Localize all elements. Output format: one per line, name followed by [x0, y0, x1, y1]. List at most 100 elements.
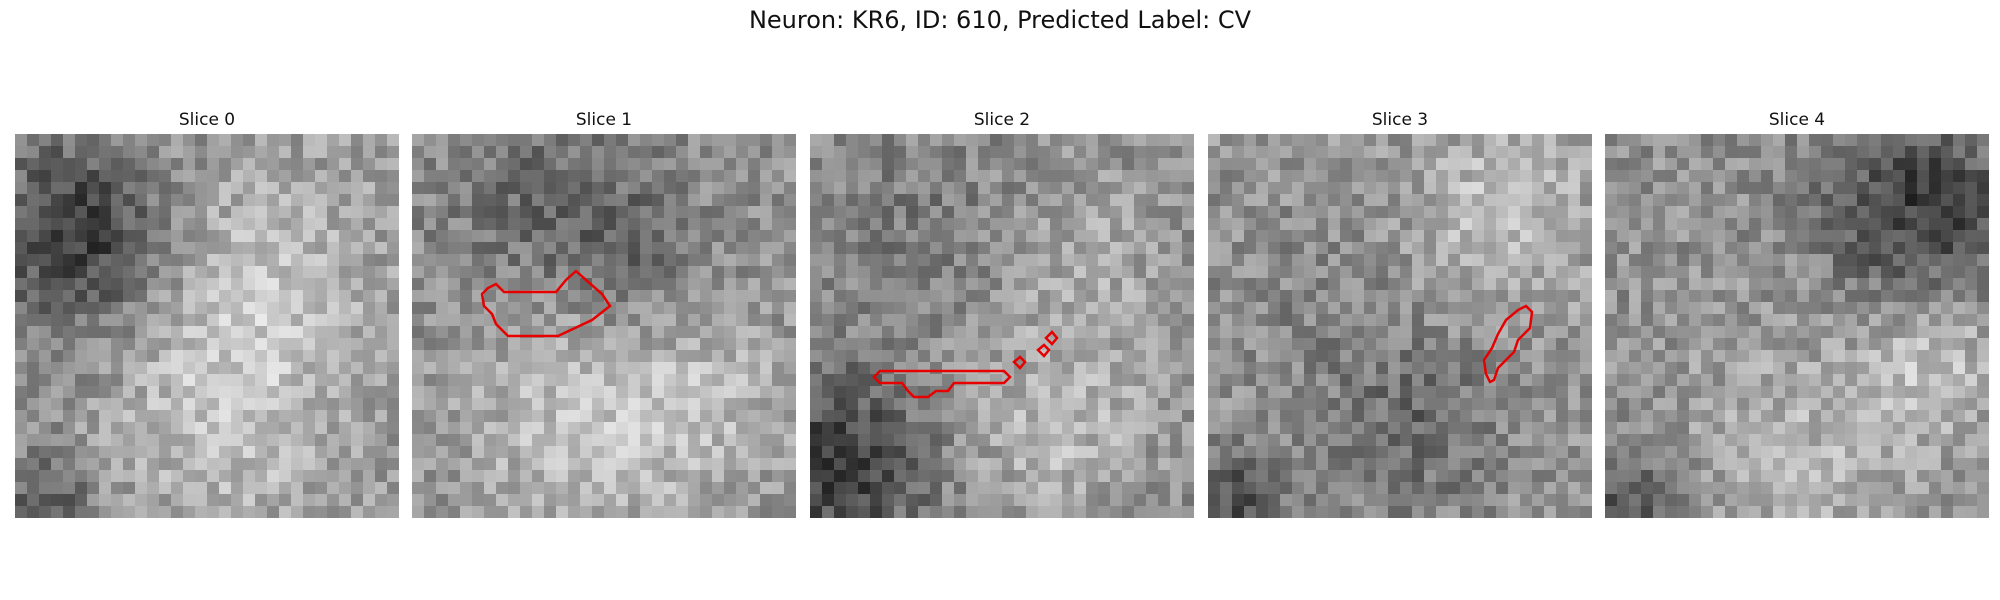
- pixel: [424, 302, 437, 315]
- pixel: [1821, 134, 1834, 147]
- pixel: [75, 482, 88, 495]
- pixel: [1749, 398, 1762, 411]
- pixel: [1677, 422, 1690, 435]
- pixel: [1208, 170, 1221, 183]
- pixel: [748, 506, 761, 518]
- pixel: [1641, 230, 1654, 243]
- pixel: [1701, 398, 1714, 411]
- pixel: [760, 218, 773, 231]
- pixel: [1038, 314, 1051, 327]
- pixel: [1208, 326, 1221, 339]
- pixel: [1086, 494, 1099, 507]
- pixel: [930, 218, 943, 231]
- pixel: [1689, 194, 1702, 207]
- pixel: [363, 434, 376, 447]
- pixel: [1026, 290, 1039, 303]
- pixel: [123, 242, 136, 255]
- pixel: [1472, 194, 1485, 207]
- pixel: [231, 206, 244, 219]
- pixel: [846, 170, 859, 183]
- pixel: [1809, 194, 1822, 207]
- pixel: [1821, 326, 1834, 339]
- pixel: [1086, 326, 1099, 339]
- pixel: [1352, 446, 1365, 459]
- pixel: [339, 326, 352, 339]
- pixel: [1544, 326, 1557, 339]
- pixel: [1773, 182, 1786, 195]
- pixel: [822, 410, 835, 423]
- pixel: [363, 218, 376, 231]
- pixel: [484, 482, 497, 495]
- pixel: [1436, 374, 1449, 387]
- pixel: [484, 494, 497, 507]
- pixel: [942, 158, 955, 171]
- pixel: [1376, 398, 1389, 411]
- pixel: [1701, 254, 1714, 267]
- pixel: [1328, 482, 1341, 495]
- pixel: [1038, 362, 1051, 375]
- pixel: [1436, 254, 1449, 267]
- pixel: [1785, 398, 1798, 411]
- pixel: [1965, 350, 1978, 363]
- pixel: [1520, 170, 1533, 183]
- pixel: [1304, 338, 1317, 351]
- pixel: [1544, 134, 1557, 147]
- pixel: [351, 470, 364, 483]
- pixel: [1268, 362, 1281, 375]
- pixel: [1568, 206, 1581, 219]
- pixel: [664, 206, 677, 219]
- pixel: [195, 458, 208, 471]
- pixel: [15, 446, 28, 459]
- pixel: [99, 182, 112, 195]
- pixel: [532, 278, 545, 291]
- pixel: [171, 218, 184, 231]
- pixel: [1725, 350, 1738, 363]
- pixel: [1508, 326, 1521, 339]
- pixel: [1629, 326, 1642, 339]
- pixel: [628, 242, 641, 255]
- pixel: [858, 278, 871, 291]
- pixel: [1941, 350, 1954, 363]
- pixel: [784, 362, 796, 375]
- pixel: [1472, 446, 1485, 459]
- pixel: [784, 194, 796, 207]
- pixel: [1014, 494, 1027, 507]
- pixel: [496, 386, 509, 399]
- pixel: [1941, 434, 1954, 447]
- pixel: [1821, 158, 1834, 171]
- pixel: [87, 470, 100, 483]
- pixel: [1761, 182, 1774, 195]
- pixel: [1280, 482, 1293, 495]
- pixel: [1508, 398, 1521, 411]
- pixel: [1388, 302, 1401, 315]
- pixel: [1014, 146, 1027, 159]
- pixel: [1038, 206, 1051, 219]
- pixel: [1737, 206, 1750, 219]
- pixel: [1182, 434, 1194, 447]
- pixel: [930, 242, 943, 255]
- pixel: [412, 398, 425, 411]
- pixel: [1653, 374, 1666, 387]
- pixel: [1268, 326, 1281, 339]
- pixel: [15, 278, 28, 291]
- pixel: [882, 398, 895, 411]
- pixel: [784, 410, 796, 423]
- pixel: [1701, 206, 1714, 219]
- pixel: [628, 386, 641, 399]
- pixel: [412, 302, 425, 315]
- pixel: [351, 134, 364, 147]
- pixel: [1340, 350, 1353, 363]
- pixel: [231, 242, 244, 255]
- pixel: [51, 338, 64, 351]
- pixel: [27, 230, 40, 243]
- pixel: [1869, 206, 1882, 219]
- pixel: [436, 470, 449, 483]
- pixel: [303, 170, 316, 183]
- pixel: [1821, 266, 1834, 279]
- pixel: [1641, 446, 1654, 459]
- pixel: [1050, 446, 1063, 459]
- pixel: [219, 278, 232, 291]
- pixel: [1845, 170, 1858, 183]
- pixel: [1026, 434, 1039, 447]
- pixel: [1737, 266, 1750, 279]
